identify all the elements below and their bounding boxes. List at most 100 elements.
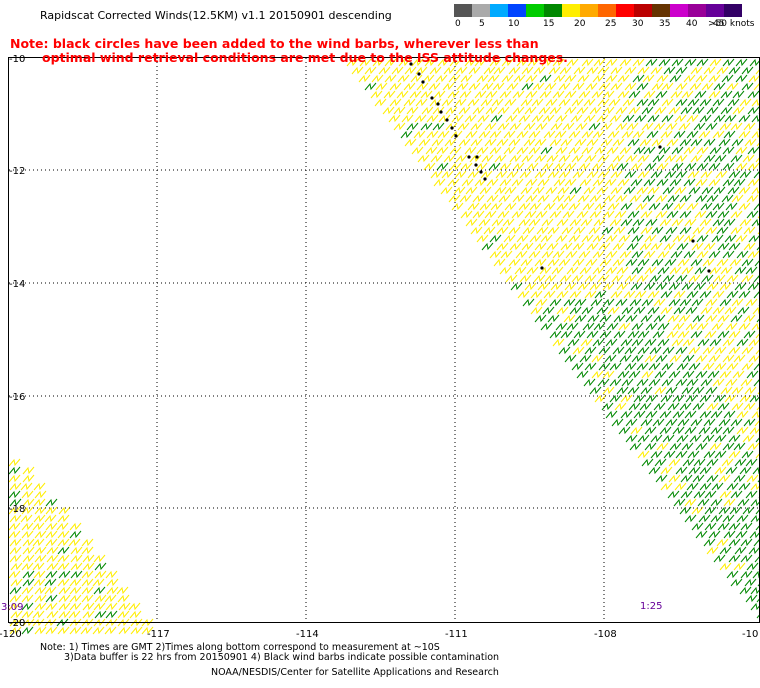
wind-barb <box>599 330 612 339</box>
wind-barb <box>626 242 639 251</box>
wind-barb <box>70 562 83 571</box>
wind-barb <box>555 114 568 123</box>
wind-barb <box>564 354 577 363</box>
wind-barb <box>537 194 550 203</box>
wind-barb <box>729 506 742 515</box>
wind-speed-legend: 0 5 10 15 20 25 30 35 40 45 >50 knots <box>454 4 755 31</box>
wind-barb <box>554 130 567 139</box>
wind-barb <box>714 466 727 475</box>
wind-barb <box>93 602 106 611</box>
wind-barb <box>672 322 685 331</box>
wind-barb <box>509 242 522 251</box>
wind-barb <box>426 114 439 123</box>
wind-barb <box>755 508 760 515</box>
wind-barb <box>454 170 467 179</box>
wind-barb <box>454 98 467 107</box>
wind-barb <box>447 90 460 99</box>
wind-barb <box>705 298 718 307</box>
wind-barb <box>652 154 665 163</box>
wind-barb <box>645 322 658 331</box>
contamination-circle <box>450 126 454 130</box>
wind-barb <box>742 506 755 515</box>
wind-barb <box>716 226 729 235</box>
wind-barb <box>659 410 672 419</box>
wind-barb <box>410 74 423 83</box>
contamination-circle <box>421 80 425 84</box>
wind-barb <box>722 146 735 155</box>
wind-barb <box>481 82 494 91</box>
wind-barb <box>732 370 745 379</box>
wind-barb <box>645 394 658 403</box>
wind-barb <box>591 370 604 379</box>
wind-barb <box>444 138 457 147</box>
wind-barb <box>483 226 496 235</box>
wind-barb <box>619 250 632 259</box>
legend-color-bar <box>454 4 742 17</box>
wind-barb <box>579 354 592 363</box>
wind-barb <box>755 68 760 75</box>
wind-barb <box>520 186 533 195</box>
wind-barb <box>521 242 534 251</box>
wind-barb <box>94 594 107 603</box>
wind-barb <box>669 442 682 451</box>
wind-barb <box>654 458 667 467</box>
wind-barb <box>528 250 541 259</box>
wind-barb <box>465 186 478 195</box>
wind-barb <box>429 98 442 107</box>
map-frame <box>8 57 760 623</box>
wind-barb <box>570 114 583 123</box>
wind-barb <box>522 226 535 235</box>
wind-barb <box>45 570 58 579</box>
wind-barb <box>592 266 605 275</box>
wind-barb <box>455 154 468 163</box>
wind-barb <box>738 202 751 211</box>
wind-barb <box>738 130 751 139</box>
wind-barb <box>393 106 406 115</box>
wind-barb <box>590 298 603 307</box>
wind-barb <box>736 426 749 435</box>
wind-barb <box>724 306 737 315</box>
wind-barb <box>657 338 670 347</box>
contamination-circle <box>540 266 544 270</box>
wind-barb <box>741 450 754 459</box>
wind-barb <box>504 186 517 195</box>
wind-barb <box>560 138 573 147</box>
wind-barb <box>82 602 95 611</box>
wind-barb <box>33 498 46 507</box>
wind-barb <box>105 602 118 611</box>
wind-barb <box>117 594 130 603</box>
wind-barb <box>69 602 82 611</box>
wind-barb <box>623 186 636 195</box>
wind-barb <box>737 498 750 507</box>
wind-barb <box>724 114 737 123</box>
wind-barb <box>521 66 534 75</box>
wind-barb <box>420 90 433 99</box>
wind-barb <box>688 362 701 371</box>
wind-barb <box>714 450 727 459</box>
wind-barb <box>389 98 402 107</box>
wind-barb <box>512 106 525 115</box>
wind-barb <box>560 242 573 251</box>
wind-barb <box>712 218 725 227</box>
wind-barb <box>602 90 615 99</box>
wind-barb <box>746 370 759 379</box>
wind-barb <box>653 298 666 307</box>
wind-barb <box>722 426 735 435</box>
wind-barb <box>563 298 576 307</box>
contamination-circle <box>479 170 483 174</box>
wind-barb <box>722 354 735 363</box>
wind-barb <box>467 170 480 179</box>
wind-barb <box>654 106 667 115</box>
wind-barb <box>675 98 688 107</box>
wind-barb <box>118 626 131 635</box>
wind-barb <box>564 74 577 83</box>
wind-barb <box>591 90 604 99</box>
wind-barb <box>665 386 678 395</box>
wind-barb <box>592 130 605 139</box>
wind-barb <box>46 546 59 555</box>
wind-barb <box>486 178 499 187</box>
wind-barb <box>718 418 731 427</box>
wind-barb <box>652 330 665 339</box>
wind-barb <box>534 314 547 323</box>
wind-barb <box>675 274 688 283</box>
